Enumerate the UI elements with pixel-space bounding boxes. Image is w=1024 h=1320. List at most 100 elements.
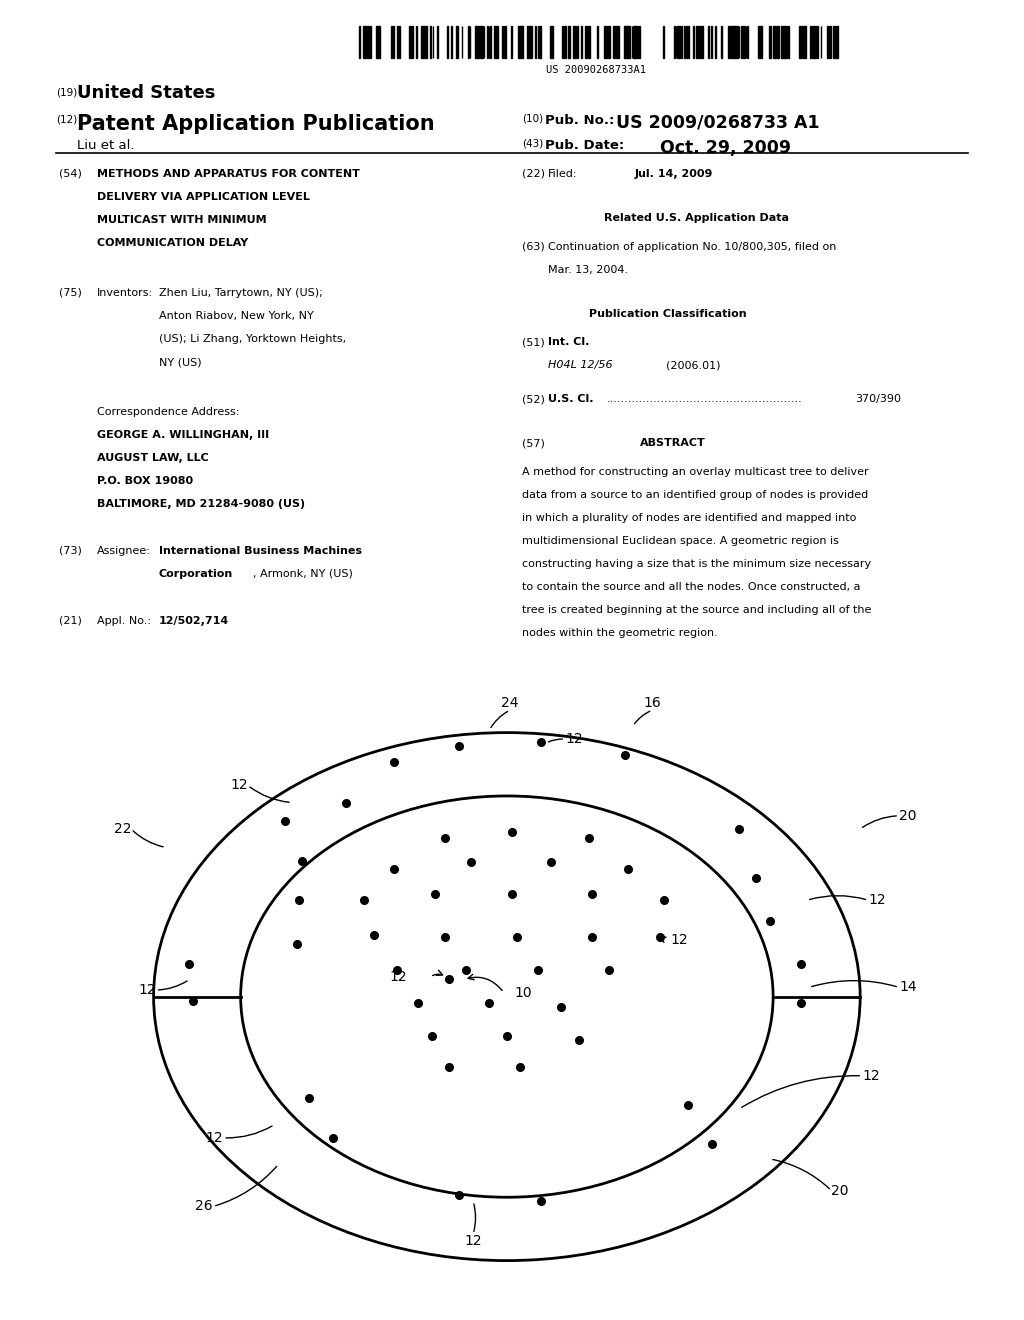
Text: 20: 20 bbox=[831, 1184, 849, 1197]
Bar bbox=[634, 26, 638, 58]
Bar bbox=[456, 26, 459, 58]
Text: 12: 12 bbox=[138, 983, 156, 997]
Text: Related U.S. Application Data: Related U.S. Application Data bbox=[604, 214, 790, 223]
Text: (US); Li Zhang, Yorktown Heights,: (US); Li Zhang, Yorktown Heights, bbox=[159, 334, 346, 345]
Text: A method for constructing an overlay multicast tree to deliver: A method for constructing an overlay mul… bbox=[522, 466, 869, 477]
Text: constructing having a size that is the minimum size necessary: constructing having a size that is the m… bbox=[522, 558, 871, 569]
Bar bbox=[585, 26, 588, 58]
Text: DELIVERY VIA APPLICATION LEVEL: DELIVERY VIA APPLICATION LEVEL bbox=[97, 191, 310, 202]
Text: US 20090268733A1: US 20090268733A1 bbox=[546, 65, 646, 75]
Text: to contain the source and all the nodes. Once constructed, a: to contain the source and all the nodes.… bbox=[522, 582, 861, 593]
Bar bbox=[812, 26, 816, 58]
Text: METHODS AND APPARATUS FOR CONTENT: METHODS AND APPARATUS FOR CONTENT bbox=[97, 169, 360, 180]
Bar bbox=[721, 26, 722, 58]
Bar bbox=[627, 26, 630, 58]
Bar bbox=[784, 26, 786, 58]
Text: Liu et al.: Liu et al. bbox=[77, 139, 134, 152]
Bar bbox=[410, 26, 411, 58]
Text: Publication Classification: Publication Classification bbox=[589, 309, 746, 319]
Text: 12: 12 bbox=[671, 933, 688, 946]
Text: 16: 16 bbox=[643, 696, 662, 710]
Bar bbox=[677, 26, 680, 58]
Text: ABSTRACT: ABSTRACT bbox=[640, 438, 706, 449]
Bar bbox=[475, 26, 479, 58]
Text: Patent Application Publication: Patent Application Publication bbox=[77, 114, 434, 133]
Text: ......................................................: ........................................… bbox=[607, 393, 803, 404]
Text: 12: 12 bbox=[565, 733, 583, 746]
Bar bbox=[538, 26, 540, 58]
Bar bbox=[494, 26, 498, 58]
Text: tree is created beginning at the source and including all of the: tree is created beginning at the source … bbox=[522, 605, 871, 615]
Bar bbox=[376, 26, 378, 58]
Text: Zhen Liu, Tarrytown, NY (US);: Zhen Liu, Tarrytown, NY (US); bbox=[159, 288, 323, 298]
Text: (52): (52) bbox=[522, 393, 545, 404]
Bar bbox=[567, 26, 570, 58]
Bar bbox=[573, 26, 574, 58]
Bar bbox=[836, 26, 839, 58]
Bar bbox=[550, 26, 552, 58]
Bar bbox=[437, 26, 438, 58]
Text: 20: 20 bbox=[899, 809, 916, 822]
Text: 14: 14 bbox=[899, 981, 916, 994]
Text: (57): (57) bbox=[522, 438, 545, 449]
Text: Oct. 29, 2009: Oct. 29, 2009 bbox=[660, 139, 792, 157]
Bar bbox=[696, 26, 700, 58]
Bar bbox=[782, 26, 783, 58]
Text: Correspondence Address:: Correspondence Address: bbox=[97, 407, 240, 417]
Text: Appl. No.:: Appl. No.: bbox=[97, 615, 152, 626]
Text: US 2009/0268733 A1: US 2009/0268733 A1 bbox=[616, 114, 820, 132]
Bar bbox=[393, 26, 394, 58]
Text: Pub. No.:: Pub. No.: bbox=[545, 114, 614, 127]
Text: Filed:: Filed: bbox=[548, 169, 578, 180]
Bar bbox=[777, 26, 778, 58]
Text: data from a source to an identified group of nodes is provided: data from a source to an identified grou… bbox=[522, 490, 868, 500]
Bar bbox=[701, 26, 702, 58]
Bar bbox=[742, 26, 745, 58]
Text: NY (US): NY (US) bbox=[159, 356, 202, 367]
Bar bbox=[530, 26, 531, 58]
Text: (73): (73) bbox=[59, 545, 82, 556]
Bar bbox=[519, 26, 523, 58]
Text: in which a plurality of nodes are identified and mapped into: in which a plurality of nodes are identi… bbox=[522, 512, 857, 523]
Text: (54): (54) bbox=[59, 169, 82, 180]
Text: (51): (51) bbox=[522, 337, 545, 347]
Text: 12/502,714: 12/502,714 bbox=[159, 615, 229, 626]
Text: (43): (43) bbox=[522, 139, 544, 149]
Text: AUGUST LAW, LLC: AUGUST LAW, LLC bbox=[97, 453, 209, 463]
Text: 370/390: 370/390 bbox=[855, 393, 901, 404]
Bar bbox=[502, 26, 503, 58]
Text: 12: 12 bbox=[230, 779, 248, 792]
Bar bbox=[421, 26, 425, 58]
Bar bbox=[527, 26, 529, 58]
Bar bbox=[828, 26, 831, 58]
Text: U.S. Cl.: U.S. Cl. bbox=[548, 393, 593, 404]
Bar bbox=[616, 26, 618, 58]
Text: Inventors:: Inventors: bbox=[97, 288, 154, 298]
Text: 12: 12 bbox=[862, 1069, 880, 1082]
Text: (22): (22) bbox=[522, 169, 545, 180]
Bar bbox=[504, 26, 506, 58]
Bar bbox=[735, 26, 738, 58]
Text: (21): (21) bbox=[59, 615, 82, 626]
Bar bbox=[758, 26, 762, 58]
Text: 12: 12 bbox=[868, 894, 886, 907]
Text: Jul. 14, 2009: Jul. 14, 2009 bbox=[635, 169, 714, 180]
Bar bbox=[625, 26, 627, 58]
Bar bbox=[730, 26, 733, 58]
Text: GEORGE A. WILLINGHAN, III: GEORGE A. WILLINGHAN, III bbox=[97, 429, 269, 440]
Text: H04L 12/56: H04L 12/56 bbox=[548, 360, 612, 371]
Text: Int. Cl.: Int. Cl. bbox=[548, 337, 589, 347]
Text: BALTIMORE, MD 21284-9080 (US): BALTIMORE, MD 21284-9080 (US) bbox=[97, 499, 305, 510]
Bar bbox=[733, 26, 735, 58]
Bar bbox=[715, 26, 716, 58]
Bar bbox=[708, 26, 710, 58]
Bar bbox=[399, 26, 400, 58]
Text: P.O. BOX 19080: P.O. BOX 19080 bbox=[97, 475, 194, 486]
Text: 22: 22 bbox=[114, 822, 131, 836]
Text: nodes within the geometric region.: nodes within the geometric region. bbox=[522, 628, 718, 639]
Bar bbox=[834, 26, 835, 58]
Bar bbox=[358, 26, 360, 58]
Bar bbox=[607, 26, 610, 58]
Text: (12): (12) bbox=[56, 115, 78, 125]
Text: 12: 12 bbox=[464, 1234, 482, 1249]
